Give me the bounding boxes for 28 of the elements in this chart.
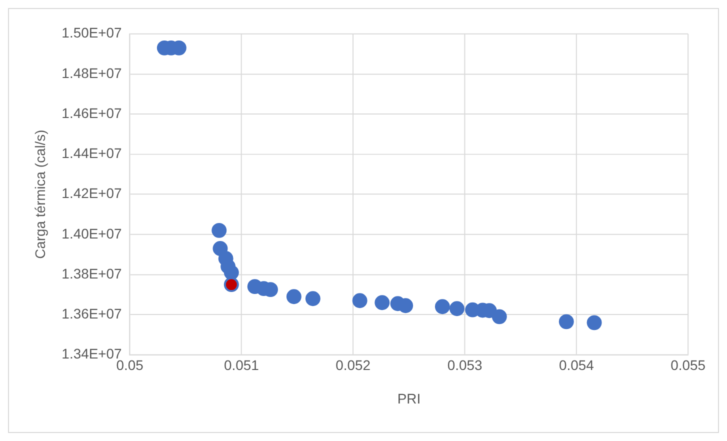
x-tick-label: 0.053 bbox=[447, 356, 482, 373]
point bbox=[558, 314, 574, 330]
point bbox=[224, 265, 239, 280]
x-tick-label: 0.054 bbox=[558, 356, 594, 373]
point bbox=[374, 295, 390, 310]
x-tick-label: 0.055 bbox=[670, 356, 706, 373]
y-tick-label: 1.46E+07 bbox=[62, 104, 122, 121]
y-axis-title: Carga térmica (cal/s) bbox=[32, 130, 48, 259]
x-tick-label: 0.05 bbox=[116, 356, 144, 373]
point bbox=[586, 315, 602, 330]
x-tick-label: 0.051 bbox=[224, 356, 260, 373]
x-axis-title: PRI bbox=[397, 390, 421, 407]
point bbox=[212, 222, 227, 238]
y-tick-label: 1.38E+07 bbox=[62, 265, 122, 282]
point bbox=[286, 289, 302, 304]
y-tick-label: 1.44E+07 bbox=[62, 145, 122, 162]
y-tick-label: 1.48E+07 bbox=[62, 64, 122, 81]
y-tick-label: 1.40E+07 bbox=[62, 225, 122, 242]
point bbox=[352, 293, 368, 308]
point bbox=[398, 298, 414, 314]
point bbox=[305, 291, 320, 306]
x-tick-label: 0.052 bbox=[336, 356, 371, 373]
point bbox=[449, 301, 464, 316]
point bbox=[434, 299, 450, 314]
point bbox=[492, 309, 507, 324]
y-tick-label: 1.42E+07 bbox=[62, 185, 122, 202]
y-tick-label: 1.36E+07 bbox=[62, 306, 122, 322]
y-tick-label: 1.50E+07 bbox=[62, 24, 122, 41]
